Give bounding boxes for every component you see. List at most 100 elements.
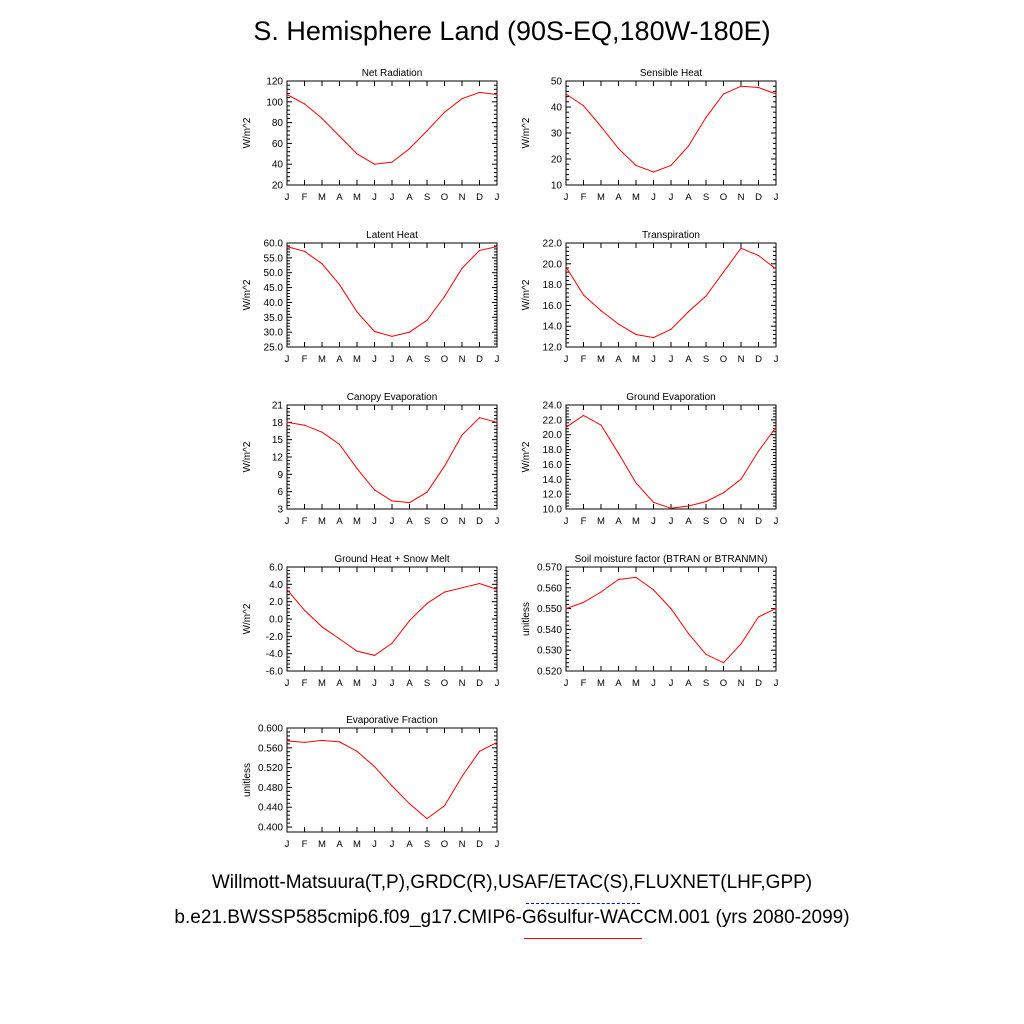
x-tick-label: M	[597, 516, 605, 527]
data-point	[740, 85, 742, 87]
y-tick-label: 0.520	[258, 763, 283, 774]
y-tick-label: 16.0	[543, 301, 563, 312]
y-tick-label: 22.0	[543, 239, 563, 250]
data-point	[600, 591, 602, 593]
x-tick-label: A	[685, 678, 692, 689]
y-tick-label: 50.0	[264, 268, 284, 279]
x-tick-label: J	[495, 354, 500, 365]
x-tick-label: A	[336, 192, 343, 203]
x-tick-label: D	[755, 354, 762, 365]
y-tick-label: 0.440	[258, 803, 283, 814]
data-point	[426, 491, 428, 493]
y-tick-label: 12.0	[543, 343, 563, 354]
y-tick-label: 0.0	[269, 615, 283, 626]
data-point	[391, 500, 393, 502]
data-point	[478, 417, 481, 419]
x-tick-label: A	[336, 354, 343, 365]
x-tick-label: M	[318, 354, 326, 365]
y-axis-label: unitless	[242, 763, 253, 797]
data-point	[600, 125, 602, 128]
x-tick-label: J	[564, 354, 569, 365]
data-point	[338, 638, 341, 640]
x-tick-label: D	[476, 839, 483, 850]
x-tick-label: D	[755, 192, 762, 203]
data-point	[321, 263, 323, 265]
data-point	[670, 507, 672, 509]
x-tick-label: J	[390, 516, 395, 527]
x-tick-label: M	[632, 354, 640, 365]
x-tick-label: J	[564, 516, 569, 527]
y-tick-label: 0.480	[258, 783, 283, 794]
y-tick-label: -2.0	[266, 632, 284, 643]
x-tick-label: N	[459, 516, 466, 527]
data-point	[565, 266, 567, 268]
y-axis-label: W/m^2	[242, 117, 253, 148]
data-point	[687, 311, 690, 313]
data-point	[705, 653, 707, 655]
x-tick-label: N	[738, 192, 745, 203]
data-point	[635, 164, 637, 167]
x-tick-label: J	[669, 516, 674, 527]
plot-frame	[565, 404, 777, 510]
x-tick-label: J	[564, 678, 569, 689]
y-axis-label: W/m^2	[242, 279, 253, 310]
chart-panel-5: Ground Evaporation W/m^2 10.0 12.0 14.0 16.0 1…	[521, 392, 779, 527]
data-point	[617, 452, 620, 454]
data-point	[356, 311, 358, 313]
data-point	[321, 626, 323, 628]
y-tick-label: 60.0	[264, 239, 284, 250]
panel-title: Ground Evaporation	[626, 392, 716, 403]
y-tick-label: 15	[272, 435, 284, 446]
data-point	[443, 295, 446, 298]
data-point	[582, 105, 585, 107]
x-tick-label: S	[424, 678, 430, 689]
data-point	[408, 331, 411, 333]
y-tick-label: 0.560	[258, 743, 283, 754]
chart-panel-8: Evaporative Fraction unitless 0.400 0.440 0.…	[242, 715, 500, 850]
x-tick-label: M	[353, 678, 361, 689]
x-tick-label: N	[459, 192, 466, 203]
x-tick-label: J	[774, 516, 779, 527]
y-tick-label: -4.0	[266, 649, 284, 660]
x-tick-label: O	[720, 192, 727, 203]
data-point	[757, 616, 760, 618]
data-point	[443, 805, 446, 807]
x-tick-label: D	[755, 678, 762, 689]
x-tick-label: F	[302, 516, 308, 527]
data-point	[496, 245, 498, 248]
x-tick-label: M	[597, 354, 605, 365]
x-tick-label: J	[651, 516, 656, 527]
data-point	[338, 284, 341, 286]
x-tick-label: A	[685, 516, 692, 527]
case-legend-line	[524, 938, 642, 939]
data-point	[303, 609, 306, 611]
data-point	[496, 588, 498, 591]
x-tick-label: J	[774, 192, 779, 203]
chart-panel-6: Ground Heat + Snow Melt W/m^2 -6.0 -4.0 -2.0…	[242, 554, 500, 689]
y-tick-label: 20	[272, 181, 284, 192]
x-tick-label: O	[720, 354, 727, 365]
y-tick-label: 50	[551, 77, 563, 88]
y-tick-label: 2.0	[269, 597, 283, 608]
data-point	[303, 103, 306, 105]
y-tick-label: 40	[272, 160, 284, 171]
y-axis-label: unitless	[521, 602, 532, 636]
y-tick-label: 14.0	[543, 322, 563, 333]
y-axis-label: W/m^2	[521, 279, 532, 310]
series-line	[565, 247, 777, 339]
data-point	[426, 818, 428, 820]
plot-frame	[286, 80, 498, 186]
x-tick-label: S	[703, 516, 709, 527]
x-tick-label: F	[302, 354, 308, 365]
data-point	[356, 467, 358, 470]
data-point	[496, 421, 498, 423]
panel-title: Sensible Heat	[640, 68, 702, 79]
x-tick-label: M	[318, 516, 326, 527]
x-tick-label: N	[459, 839, 466, 850]
x-tick-label: J	[285, 678, 290, 689]
data-point	[408, 803, 411, 805]
data-point	[478, 582, 481, 585]
x-tick-label: F	[302, 678, 308, 689]
x-tick-label: A	[615, 516, 622, 527]
x-tick-label: O	[720, 678, 727, 689]
